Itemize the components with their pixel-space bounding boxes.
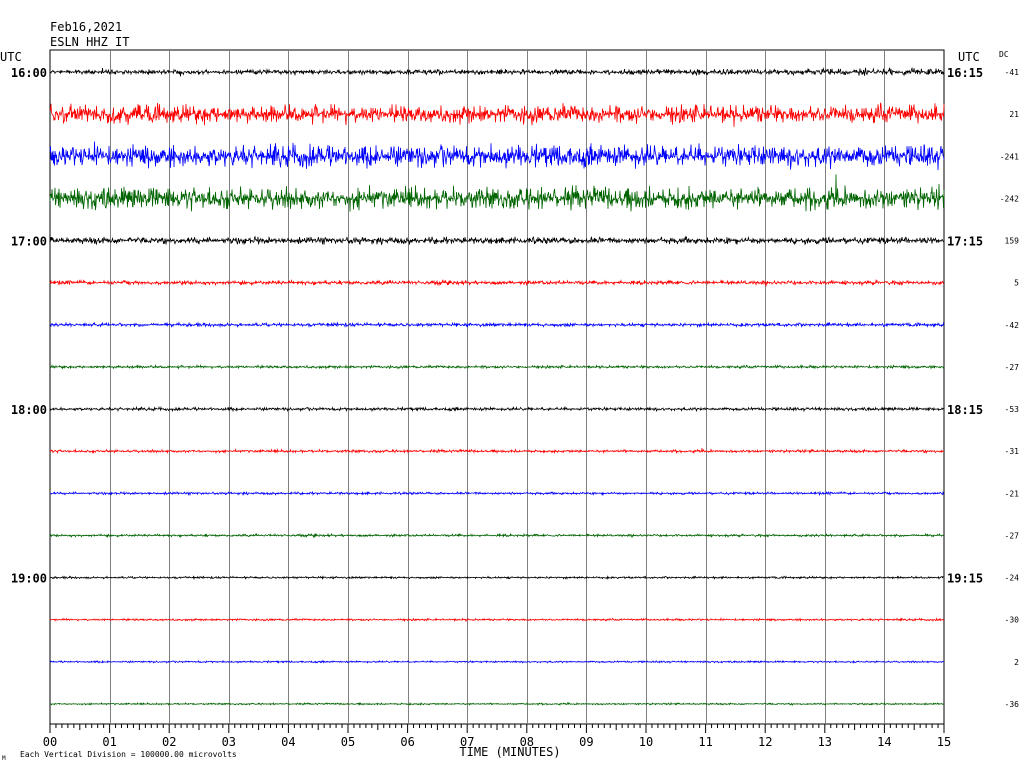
hour-label-left: 16:00 (11, 66, 47, 80)
dc-value: -27 (1005, 363, 1020, 372)
hour-label-left: 18:00 (11, 403, 47, 417)
dc-value: -24 (1005, 574, 1020, 583)
trace-line (49, 235, 945, 246)
x-tick-label: 04 (281, 735, 295, 749)
trace-line (49, 448, 945, 455)
x-tick-label: 01 (102, 735, 116, 749)
trace-line (49, 532, 945, 539)
trace-line (49, 701, 945, 706)
dc-value: -27 (1005, 531, 1020, 540)
dc-value: -241 (1000, 152, 1019, 161)
dc-value: -53 (1005, 405, 1020, 414)
x-tick-label: 07 (460, 735, 474, 749)
x-tick-label: 05 (341, 735, 355, 749)
dc-value: -31 (1005, 447, 1020, 456)
dc-value: 21 (1009, 110, 1019, 119)
scale-note: Each Vertical Division = 100000.00 micro… (20, 750, 237, 759)
utc-right-label: UTC (958, 50, 980, 64)
hour-label-right: 19:15 (947, 572, 983, 586)
trace-line (49, 405, 945, 413)
x-tick-label: 14 (877, 735, 891, 749)
dc-value: -42 (1005, 321, 1020, 330)
hour-label-right: 17:15 (947, 235, 983, 249)
station-label: ESLN HHZ IT (50, 35, 129, 49)
trace-line (49, 363, 945, 370)
x-tick-label: 13 (818, 735, 832, 749)
dc-value: -30 (1005, 616, 1020, 625)
x-tick-label: 10 (639, 735, 653, 749)
grid (49, 49, 945, 725)
dc-value: 159 (1005, 237, 1020, 246)
dc-label: DC (999, 50, 1009, 59)
traces (49, 66, 945, 706)
hour-labels-right: 16:15 17:15 18:15 19:15 (947, 66, 983, 586)
hour-label-left: 19:00 (11, 572, 47, 586)
dc-value: 2 (1014, 658, 1019, 667)
trace-line (49, 66, 945, 77)
dc-value: -36 (1005, 700, 1020, 709)
hour-labels-left: 16:00 17:00 18:00 19:00 (11, 66, 47, 586)
x-tick-label: 09 (579, 735, 593, 749)
x-tick-label: 08 (520, 735, 534, 749)
trace-line (49, 659, 945, 664)
x-tick-label: 03 (222, 735, 236, 749)
dc-value: 5 (1014, 279, 1019, 288)
x-tick-label: 02 (162, 735, 176, 749)
dc-values: -41 21 -241 -242 159 5 -42 -27 -53 -31 -21 -27 -24 -3… (1000, 68, 1019, 709)
dc-value: -41 (1005, 68, 1020, 77)
x-tick-label: 06 (400, 735, 414, 749)
trace-line (49, 616, 945, 623)
dc-value: -242 (1000, 194, 1019, 203)
hour-label-left: 17:00 (11, 235, 47, 249)
dc-value: -21 (1005, 489, 1020, 498)
hour-label-right: 18:15 (947, 403, 983, 417)
trace-line (49, 321, 945, 329)
x-tick-label: 11 (698, 735, 712, 749)
x-tick-label: 00 (43, 735, 57, 749)
x-tick-label: 12 (758, 735, 772, 749)
trace-line (49, 102, 945, 127)
trace-line (49, 575, 945, 581)
date-label: Feb16,2021 (50, 20, 122, 34)
x-axis-label: TIME (MINUTES) (459, 745, 560, 759)
x-tick-label: 15 (937, 735, 951, 749)
trace-line (49, 490, 945, 497)
corner-mark: M (2, 755, 6, 762)
x-axis: 00 01 02 03 04 05 06 07 08 09 10 11 12 13 14 15 (43, 724, 951, 749)
trace-line (49, 174, 945, 212)
hour-label-right: 16:15 (947, 66, 983, 80)
plot-frame (49, 49, 945, 725)
trace-line (49, 141, 945, 171)
trace-line (49, 278, 945, 287)
utc-left-label: UTC (0, 50, 22, 64)
